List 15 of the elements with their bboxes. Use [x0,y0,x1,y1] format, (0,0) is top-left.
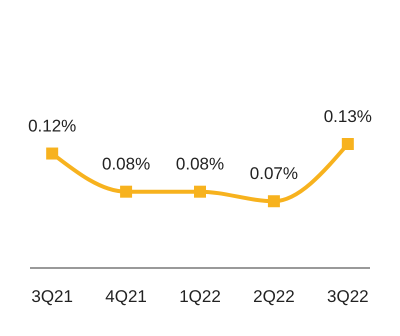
data-label: 0.13% [324,107,372,126]
data-label: 0.07% [250,164,298,184]
data-label: 0.08% [176,154,224,174]
point [46,148,58,160]
x-tick-label: 3Q21 [31,287,73,306]
x-tick-label: 2Q22 [253,287,295,306]
data-label: 0.12% [28,116,76,136]
point [120,186,132,198]
point [342,138,354,150]
data-label: 0.08% [102,154,150,174]
x-tick-label: 4Q21 [105,287,147,306]
x-tick-label: 1Q22 [179,287,221,306]
point [268,195,280,208]
point [194,186,206,198]
x-tick-label: 3Q22 [327,287,369,306]
